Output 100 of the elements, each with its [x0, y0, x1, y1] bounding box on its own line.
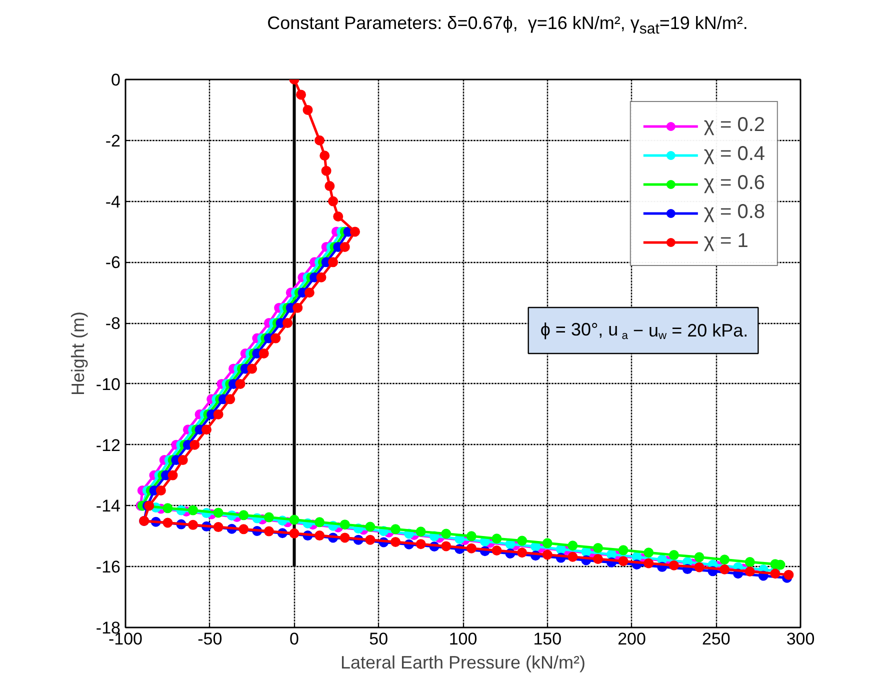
point [302, 104, 313, 115]
x-tick-label: 50 [369, 630, 388, 648]
point [720, 554, 730, 565]
point [178, 455, 188, 466]
y-tick-label: -8 [105, 314, 121, 334]
point [694, 562, 704, 572]
point [644, 548, 654, 558]
point [720, 564, 730, 574]
point [168, 470, 178, 480]
point [618, 545, 628, 556]
point [162, 518, 173, 528]
point [188, 505, 198, 516]
point [492, 545, 502, 556]
point [314, 517, 325, 528]
x-tick-label: 300 [786, 630, 815, 648]
y-tick-label: -6 [105, 253, 121, 272]
y-tick-label: -10 [96, 374, 121, 394]
point [314, 135, 325, 146]
point [593, 554, 603, 564]
point [314, 530, 325, 541]
point [238, 510, 249, 520]
point [235, 378, 246, 389]
point [289, 528, 300, 538]
point [258, 348, 269, 358]
point [162, 503, 173, 514]
point [770, 568, 780, 579]
chart-title: Constant Parameters: δ=0.67ϕ, γ=16 kN/m², γ$_{sat}$=19 kN/m². [267, 12, 748, 40]
legend-label: χ = 0.4 [704, 143, 765, 166]
legend-label: χ = 0.6 [704, 172, 765, 195]
point [238, 524, 249, 534]
x-tick-label: 0 [290, 630, 299, 648]
x-tick-label: 100 [448, 630, 478, 648]
y-tick-label: -2 [105, 131, 121, 150]
y-axis-title: Height (m) [68, 311, 88, 396]
x-tick-label: 150 [533, 630, 562, 648]
point [225, 394, 236, 404]
point [328, 196, 338, 206]
point [190, 440, 200, 450]
x-tick-label: -50 [198, 630, 222, 648]
legend-label: χ = 0.8 [704, 201, 765, 224]
point [416, 539, 426, 550]
point [340, 520, 350, 530]
point [247, 364, 258, 374]
point [466, 531, 476, 542]
point [270, 333, 281, 344]
point [333, 212, 344, 222]
point [213, 409, 224, 420]
point [324, 181, 335, 192]
x-axis-title: Lateral Earth Pressure (kN/m²) [340, 652, 586, 672]
point [568, 552, 578, 562]
point [517, 548, 528, 558]
point [156, 486, 166, 496]
point [416, 526, 426, 537]
point [542, 538, 552, 548]
point [289, 514, 300, 525]
point [213, 508, 224, 518]
point [668, 550, 679, 560]
point [202, 424, 212, 435]
point [668, 560, 679, 570]
point [213, 522, 224, 532]
point [744, 566, 755, 576]
point [304, 288, 314, 298]
point [441, 528, 452, 539]
point [365, 534, 376, 545]
point [390, 524, 400, 534]
point [264, 526, 274, 536]
legend-label: χ = 1 [704, 230, 748, 253]
y-tick-label: -12 [96, 436, 121, 455]
y-tick-label: -14 [96, 496, 121, 516]
x-tick-label: 200 [618, 630, 646, 648]
point [340, 242, 350, 252]
point [292, 302, 303, 313]
point [542, 550, 552, 560]
point [350, 226, 360, 237]
point [316, 272, 326, 282]
x-tick-label: 250 [702, 630, 730, 648]
point [466, 543, 476, 554]
point [320, 150, 330, 161]
point [784, 570, 794, 580]
point [694, 552, 704, 562]
point [517, 536, 528, 546]
point [744, 557, 755, 568]
point [365, 522, 376, 532]
point [328, 257, 338, 268]
point [340, 532, 350, 543]
point [593, 543, 603, 554]
y-tick-label: -16 [96, 558, 121, 577]
point [296, 90, 306, 100]
point [441, 541, 452, 552]
point [644, 558, 654, 568]
point [618, 556, 628, 566]
point [282, 318, 292, 328]
point [492, 534, 502, 544]
point [321, 166, 332, 176]
y-tick-label: 0 [111, 70, 121, 90]
point [188, 520, 198, 530]
y-tick-label: -4 [105, 192, 121, 212]
point [568, 540, 578, 551]
point [390, 536, 400, 547]
legend-label: χ = 0.2 [704, 114, 765, 137]
